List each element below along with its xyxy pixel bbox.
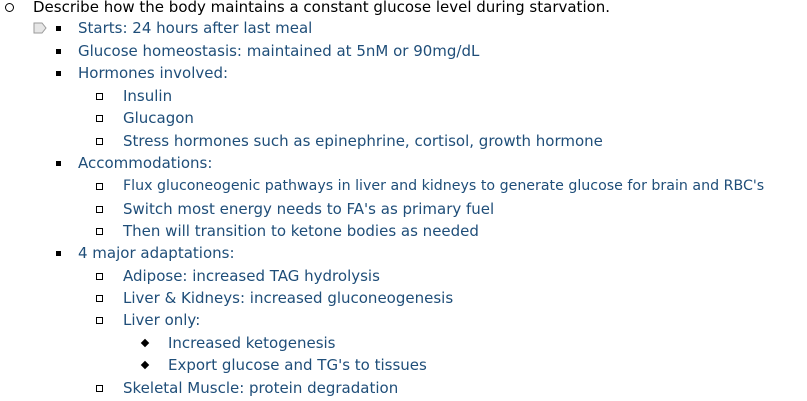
hollow-square-bullet-icon bbox=[96, 138, 103, 145]
diamond-bullet-icon bbox=[140, 360, 150, 370]
outline-item-text: Accommodations: bbox=[78, 154, 213, 172]
outline-item-text: Starts: 24 hours after last meal bbox=[78, 19, 313, 37]
outline-item-text: Adipose: increased TAG hydrolysis bbox=[123, 267, 380, 285]
hollow-square-bullet-icon bbox=[96, 206, 103, 213]
outline-item-text: Glucose homeostasis: maintained at 5nM o… bbox=[78, 42, 480, 60]
hollow-circle-bullet-icon bbox=[5, 3, 14, 12]
outline-item-text: Skeletal Muscle: protein degradation bbox=[123, 379, 399, 397]
hollow-square-bullet-icon bbox=[96, 183, 103, 190]
square-bullet-icon bbox=[56, 49, 61, 54]
hollow-square-bullet-icon bbox=[96, 295, 103, 302]
hollow-square-bullet-icon bbox=[96, 385, 103, 392]
tag-marker-icon[interactable] bbox=[33, 22, 47, 34]
outline-item-text: Liver only: bbox=[123, 311, 201, 329]
outline-item-text: Insulin bbox=[123, 87, 173, 105]
square-bullet-icon bbox=[56, 161, 61, 166]
hollow-square-bullet-icon bbox=[96, 273, 103, 280]
hollow-square-bullet-icon bbox=[96, 228, 103, 235]
square-bullet-icon bbox=[56, 26, 61, 31]
hollow-square-bullet-icon bbox=[96, 93, 103, 100]
outline-item-text: Export glucose and TG's to tissues bbox=[168, 356, 427, 374]
outline-item-text: 4 major adaptations: bbox=[78, 244, 235, 262]
hollow-square-bullet-icon bbox=[96, 115, 103, 122]
outline-item-text: Then will transition to ketone bodies as… bbox=[123, 222, 479, 240]
square-bullet-icon bbox=[56, 251, 61, 256]
outline-item-text: Hormones involved: bbox=[78, 64, 229, 82]
outline-item-text: Switch most energy needs to FA's as prim… bbox=[123, 200, 495, 218]
outline-item-text: Liver & Kidneys: increased gluconeogenes… bbox=[123, 289, 454, 307]
outline-item-text: Glucagon bbox=[123, 109, 194, 127]
outline-item-text: Increased ketogenesis bbox=[168, 334, 336, 352]
diamond-bullet-icon bbox=[140, 338, 150, 348]
outline-item-text: Flux gluconeogenic pathways in liver and… bbox=[123, 178, 765, 194]
hollow-square-bullet-icon bbox=[96, 317, 103, 324]
square-bullet-icon bbox=[56, 71, 61, 76]
outline-item-text: Stress hormones such as epinephrine, cor… bbox=[123, 132, 603, 150]
outline-heading: Describe how the body maintains a consta… bbox=[33, 0, 611, 16]
